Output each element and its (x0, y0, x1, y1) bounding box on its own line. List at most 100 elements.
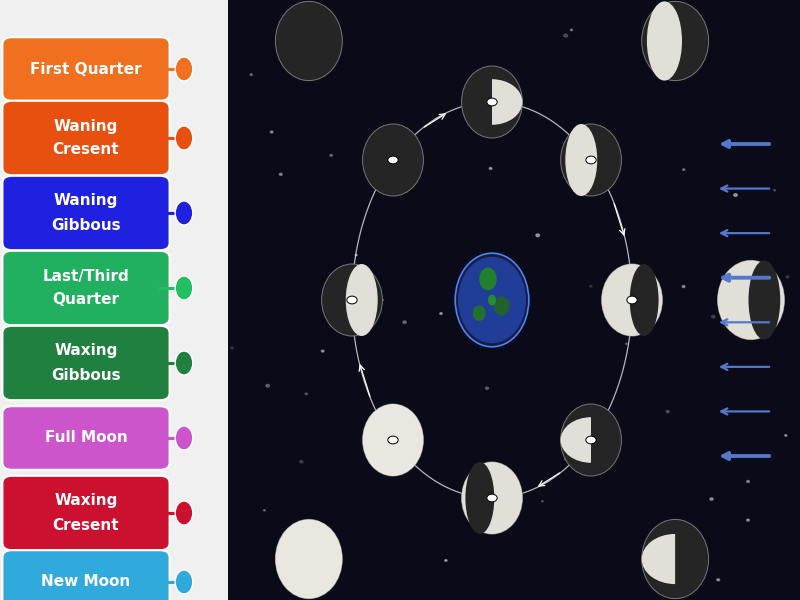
Circle shape (445, 560, 447, 561)
Circle shape (774, 190, 775, 191)
Circle shape (305, 393, 307, 395)
Circle shape (263, 509, 266, 511)
Wedge shape (642, 534, 675, 584)
Circle shape (266, 385, 270, 387)
Ellipse shape (275, 1, 342, 80)
Circle shape (734, 194, 738, 196)
Text: Cresent: Cresent (53, 142, 119, 157)
FancyBboxPatch shape (2, 476, 170, 550)
Circle shape (586, 436, 596, 444)
Ellipse shape (362, 404, 423, 476)
Ellipse shape (175, 201, 193, 225)
Text: Waning: Waning (54, 193, 118, 208)
Ellipse shape (362, 124, 423, 196)
Ellipse shape (630, 264, 658, 336)
Ellipse shape (175, 501, 193, 525)
Ellipse shape (462, 66, 522, 138)
Circle shape (250, 74, 252, 76)
Text: Waxing: Waxing (54, 493, 118, 509)
Ellipse shape (488, 295, 496, 305)
Circle shape (785, 434, 786, 436)
FancyBboxPatch shape (2, 326, 170, 400)
Circle shape (270, 131, 273, 133)
Text: Full Moon: Full Moon (45, 431, 127, 445)
Ellipse shape (561, 404, 622, 476)
Ellipse shape (642, 1, 709, 80)
Text: Waning: Waning (54, 118, 118, 133)
Circle shape (610, 319, 612, 320)
Text: First Quarter: First Quarter (30, 61, 142, 76)
Ellipse shape (175, 570, 193, 594)
Circle shape (490, 167, 492, 169)
Circle shape (711, 315, 715, 318)
Ellipse shape (479, 268, 497, 290)
Ellipse shape (175, 426, 193, 450)
Ellipse shape (455, 253, 529, 347)
Circle shape (590, 285, 592, 287)
Ellipse shape (275, 520, 342, 599)
Text: Cresent: Cresent (53, 517, 119, 533)
Text: Last/Third: Last/Third (42, 269, 130, 283)
FancyBboxPatch shape (2, 101, 170, 175)
Circle shape (627, 296, 637, 304)
Ellipse shape (175, 57, 193, 81)
Circle shape (682, 286, 685, 287)
Ellipse shape (718, 260, 785, 340)
Circle shape (542, 500, 543, 502)
Ellipse shape (322, 264, 382, 336)
Circle shape (486, 387, 489, 389)
Ellipse shape (462, 462, 522, 534)
Ellipse shape (642, 520, 709, 599)
Wedge shape (492, 79, 522, 125)
Circle shape (786, 276, 789, 278)
FancyBboxPatch shape (2, 251, 170, 325)
Ellipse shape (647, 1, 682, 80)
Circle shape (348, 327, 352, 330)
Ellipse shape (466, 462, 494, 534)
Circle shape (666, 410, 669, 413)
Ellipse shape (462, 462, 522, 534)
Circle shape (487, 494, 497, 502)
Ellipse shape (175, 351, 193, 375)
Circle shape (570, 162, 573, 164)
Circle shape (565, 457, 569, 460)
Ellipse shape (458, 257, 526, 343)
Ellipse shape (275, 520, 342, 599)
Circle shape (347, 296, 357, 304)
Text: Gibbous: Gibbous (51, 367, 121, 383)
FancyBboxPatch shape (2, 550, 170, 600)
FancyBboxPatch shape (2, 406, 170, 470)
Circle shape (388, 436, 398, 444)
Circle shape (403, 321, 406, 323)
Ellipse shape (175, 276, 193, 300)
Circle shape (322, 350, 324, 352)
Circle shape (564, 34, 568, 37)
Circle shape (626, 343, 627, 344)
Ellipse shape (362, 404, 423, 476)
FancyBboxPatch shape (0, 0, 228, 600)
Ellipse shape (602, 264, 662, 336)
FancyBboxPatch shape (2, 176, 170, 250)
Circle shape (690, 572, 691, 574)
Ellipse shape (561, 124, 622, 196)
Circle shape (300, 461, 303, 463)
Wedge shape (561, 417, 591, 463)
Circle shape (746, 519, 750, 521)
Circle shape (230, 347, 234, 349)
Circle shape (536, 234, 539, 236)
Ellipse shape (749, 260, 780, 340)
Ellipse shape (602, 264, 662, 336)
Ellipse shape (566, 124, 598, 196)
Circle shape (355, 254, 357, 256)
Text: Waxing: Waxing (54, 343, 118, 358)
Text: New Moon: New Moon (42, 575, 130, 589)
Circle shape (487, 98, 497, 106)
Circle shape (717, 579, 720, 581)
Circle shape (710, 498, 713, 500)
Ellipse shape (473, 305, 486, 321)
FancyBboxPatch shape (2, 37, 170, 101)
Circle shape (682, 169, 685, 170)
Circle shape (279, 173, 282, 175)
Text: Gibbous: Gibbous (51, 217, 121, 232)
Ellipse shape (175, 126, 193, 150)
